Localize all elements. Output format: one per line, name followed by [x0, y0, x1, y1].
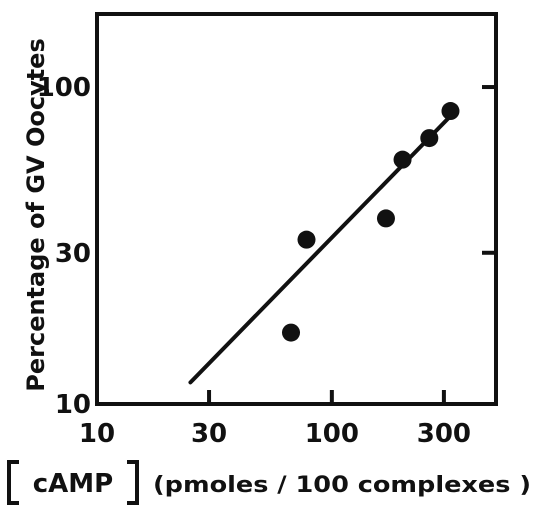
data-point: [441, 102, 460, 121]
data-point: [282, 323, 301, 342]
x-tick-label: 100: [305, 419, 359, 449]
data-point: [376, 209, 395, 228]
y-axis-title: Percentage of GV Oocytes: [22, 38, 50, 391]
data-point: [420, 129, 439, 148]
x-tick-label: 10: [79, 419, 115, 449]
x-axis-title-left-bracket: [7, 460, 19, 505]
plot-frame: [95, 12, 498, 406]
x-axis-title-main: cAMP: [33, 469, 113, 499]
y-tick-label: 30: [55, 239, 91, 269]
x-axis-title-right-bracket: [127, 460, 139, 505]
regression-line: [188, 114, 453, 385]
y-tick-label: 10: [55, 390, 91, 420]
data-point: [297, 230, 316, 249]
data-points: [282, 102, 460, 342]
x-axis-ticks: 10 30 100 300: [79, 390, 471, 449]
y-tick-label: 100: [37, 73, 91, 103]
x-tick-label: 30: [191, 419, 227, 449]
x-tick-label: 300: [417, 419, 471, 449]
y-axis-ticks: 10 30 100: [37, 73, 496, 420]
data-point: [393, 150, 412, 169]
x-axis-title-units: (pmoles / 100 complexes ): [153, 473, 531, 498]
